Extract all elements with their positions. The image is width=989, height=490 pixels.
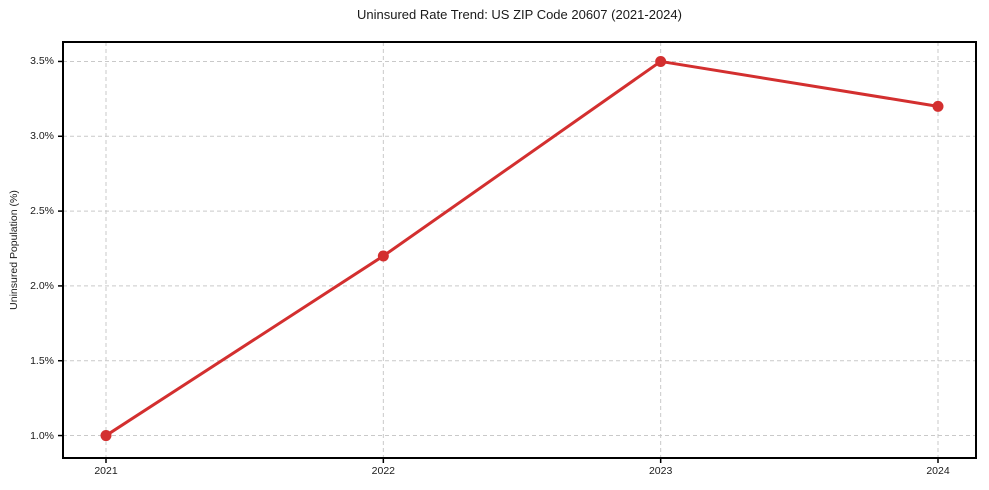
y-tick-label: 3.0% <box>30 130 54 143</box>
data-point-marker <box>932 100 944 112</box>
y-tick-label: 3.5% <box>30 55 54 68</box>
x-tick-label: 2024 <box>926 465 950 477</box>
data-point-marker <box>655 55 667 67</box>
chart-title: Uninsured Rate Trend: US ZIP Code 20607 … <box>357 7 682 22</box>
data-point-marker <box>377 250 389 262</box>
y-tick-label: 1.0% <box>30 429 54 442</box>
y-tick-label: 2.5% <box>30 205 54 218</box>
x-tick-label: 2022 <box>371 465 395 477</box>
plot-border <box>62 41 977 459</box>
x-tick-label: 2023 <box>648 465 673 477</box>
y-tick-label: 2.0% <box>30 279 54 292</box>
y-tick-label: 1.5% <box>30 354 54 367</box>
data-point-marker <box>100 430 112 442</box>
x-tick-label: 2021 <box>94 465 118 477</box>
trend-line <box>104 59 940 438</box>
